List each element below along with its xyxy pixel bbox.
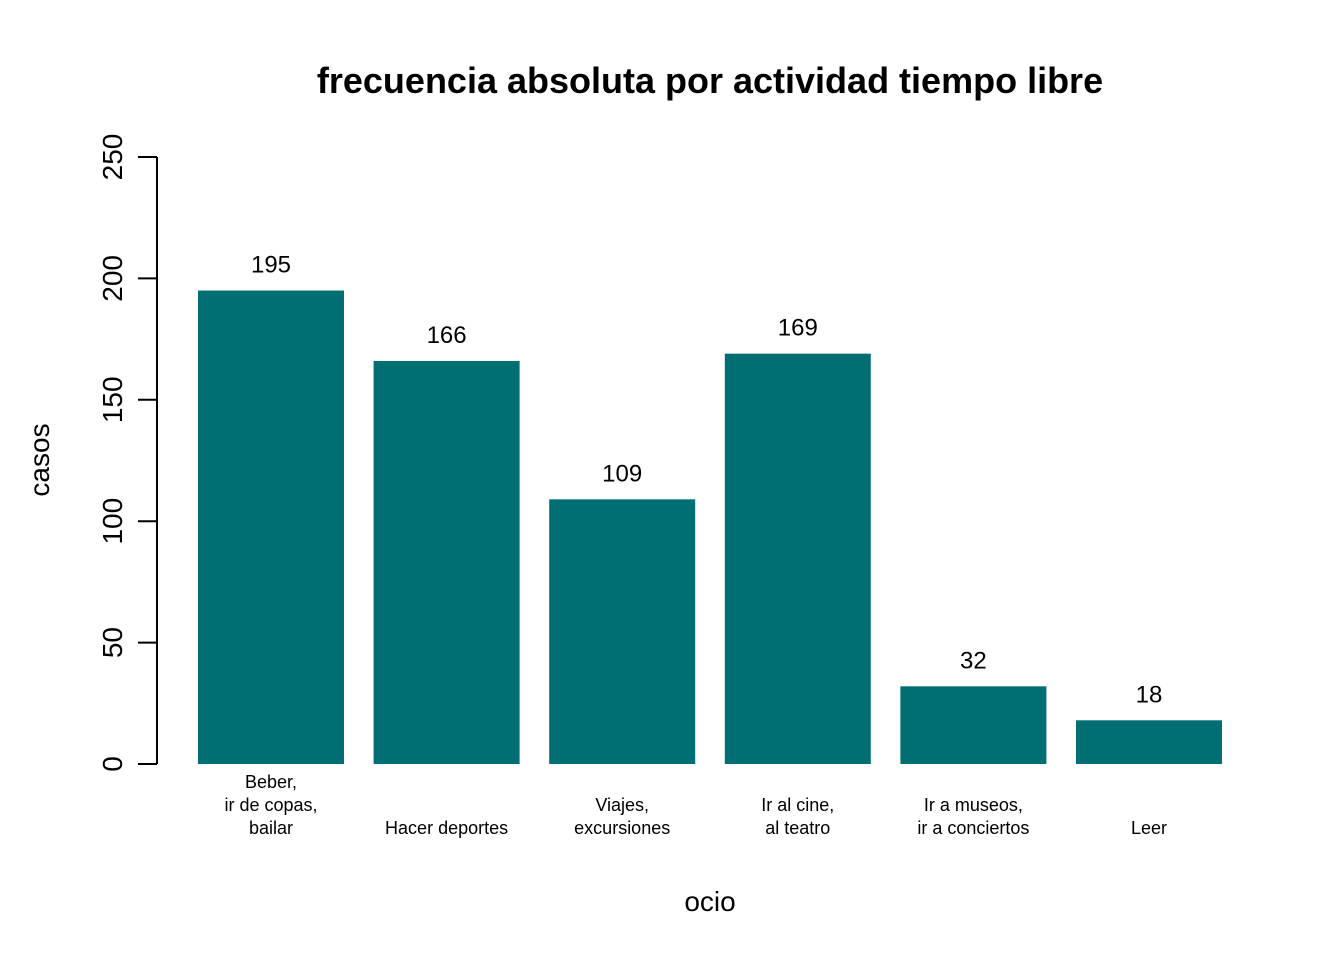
value-label-1: 166 — [427, 322, 467, 349]
category-label-2-0: Viajes, — [595, 795, 649, 815]
y-tick-label-3: 150 — [97, 376, 128, 423]
value-label-2: 109 — [602, 460, 642, 487]
category-label-2-1: excursiones — [574, 818, 670, 838]
category-label-0-0: Beber, — [245, 772, 297, 792]
bar-3 — [724, 353, 871, 764]
category-label-3-0: Ir al cine, — [761, 795, 834, 815]
y-tick-label-1: 50 — [97, 627, 128, 658]
value-label-0: 195 — [251, 252, 291, 279]
bar-5 — [1076, 720, 1222, 764]
bar-0 — [198, 290, 344, 764]
category-label-5-0: Leer — [1131, 818, 1167, 838]
y-tick-label-5: 250 — [97, 134, 128, 181]
bars-group — [198, 290, 1222, 764]
category-label-0-1: ir de copas, — [224, 795, 317, 815]
y-tick-label-2: 100 — [97, 498, 128, 545]
x-axis-label: ocio — [684, 886, 735, 917]
chart-title: frecuencia absoluta por actividad tiempo… — [317, 60, 1103, 101]
y-tick-label-4: 200 — [97, 255, 128, 302]
value-label-3: 169 — [778, 315, 818, 342]
y-axis-label: casos — [24, 423, 55, 496]
category-label-4-1: ir a conciertos — [917, 818, 1029, 838]
value-labels-group: 195 166 109 169 32 18 — [251, 252, 1162, 709]
y-axis: 0 50 100 150 200 250 — [97, 134, 158, 772]
category-label-0-2: bailar — [249, 818, 293, 838]
value-label-4: 32 — [960, 647, 987, 674]
value-label-5: 18 — [1136, 681, 1163, 708]
bar-4 — [900, 686, 1047, 764]
y-tick-label-0: 0 — [97, 756, 128, 772]
bar-1 — [373, 360, 520, 764]
category-label-1-0: Hacer deportes — [385, 818, 508, 838]
category-label-3-1: al teatro — [765, 818, 830, 838]
category-labels-group: Beber, ir de copas, bailar Hacer deportes Vi… — [224, 772, 1167, 838]
category-label-4-0: Ir a museos, — [924, 795, 1023, 815]
bar-2 — [549, 499, 696, 764]
